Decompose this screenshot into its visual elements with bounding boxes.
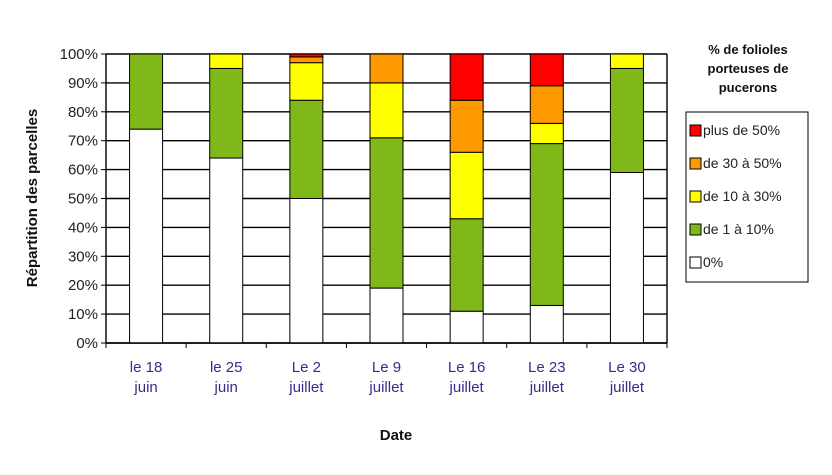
bar-segment	[289, 56, 324, 64]
bar-segment	[449, 99, 484, 153]
y-axis-title: Répartition des parcelles	[24, 109, 41, 287]
bar-segment	[609, 67, 644, 173]
bar-segment	[289, 198, 324, 344]
bar-segment	[449, 53, 484, 101]
bar-segment	[209, 67, 244, 159]
bar-segment	[129, 128, 164, 344]
x-tick-label: Le 30	[608, 359, 646, 376]
x-tick-label: le 25	[210, 359, 243, 376]
bar-segment	[529, 53, 564, 87]
legend-swatch	[689, 256, 702, 269]
bar-segment	[289, 99, 324, 199]
bar-segment	[449, 310, 484, 344]
x-tick-label: juillet	[609, 379, 645, 396]
bar-segment	[369, 137, 404, 289]
bar-segment	[369, 53, 404, 84]
bar-segment	[609, 171, 644, 344]
bar-segment	[449, 218, 484, 312]
legend-box	[685, 111, 809, 283]
legend-label: 0%	[703, 254, 723, 270]
bar-segment	[529, 304, 564, 344]
y-tick-label: 10%	[68, 306, 98, 323]
bar-segment	[369, 82, 404, 139]
bar-segment	[529, 122, 564, 145]
legend-swatch	[689, 157, 702, 170]
legend-swatch	[689, 190, 702, 203]
legend-label: de 1 à 10%	[703, 221, 774, 237]
y-tick-label: 20%	[68, 277, 98, 294]
bar-segment	[529, 85, 564, 124]
bar-segment	[449, 151, 484, 220]
y-tick-label: 100%	[60, 46, 98, 63]
x-tick-label: le 18	[130, 359, 163, 376]
x-tick-label: juillet	[288, 379, 324, 396]
y-tick-label: 80%	[68, 104, 98, 121]
legend-label: de 30 à 50%	[703, 155, 782, 171]
x-tick-label: juillet	[529, 379, 565, 396]
bar-segment	[609, 53, 644, 69]
x-tick-label: Le 9	[372, 359, 401, 376]
bar-segment	[209, 157, 244, 344]
legend-label: plus de 50%	[703, 122, 780, 138]
y-tick-label: 0%	[76, 335, 98, 352]
x-tick-label: juin	[214, 379, 238, 396]
bar-segment	[289, 62, 324, 101]
y-tick-label: 70%	[68, 133, 98, 150]
legend-label: de 10 à 30%	[703, 188, 782, 204]
y-tick-label: 60%	[68, 162, 98, 179]
x-tick-label: Le 2	[292, 359, 321, 376]
y-tick-label: 40%	[68, 219, 98, 236]
x-tick-label: juillet	[368, 379, 404, 396]
legend-swatch	[689, 223, 702, 236]
bar-segment	[209, 53, 244, 69]
y-tick-label: 30%	[68, 248, 98, 265]
legend-swatch	[689, 124, 702, 137]
bar-segment	[289, 53, 324, 58]
x-tick-label: Le 23	[528, 359, 566, 376]
x-tick-label: Le 16	[448, 359, 486, 376]
legend-title: porteuses de	[708, 61, 789, 76]
x-tick-label: juillet	[449, 379, 485, 396]
y-tick-label: 90%	[68, 75, 98, 92]
x-axis-title: Date	[380, 427, 413, 444]
bar-segment	[529, 143, 564, 306]
bar-segment	[129, 53, 164, 130]
y-tick-label: 50%	[68, 191, 98, 208]
legend-title: % de folioles	[708, 42, 787, 57]
bar-segment	[369, 287, 404, 344]
x-tick-label: juin	[133, 379, 157, 396]
legend-title: pucerons	[719, 80, 778, 95]
